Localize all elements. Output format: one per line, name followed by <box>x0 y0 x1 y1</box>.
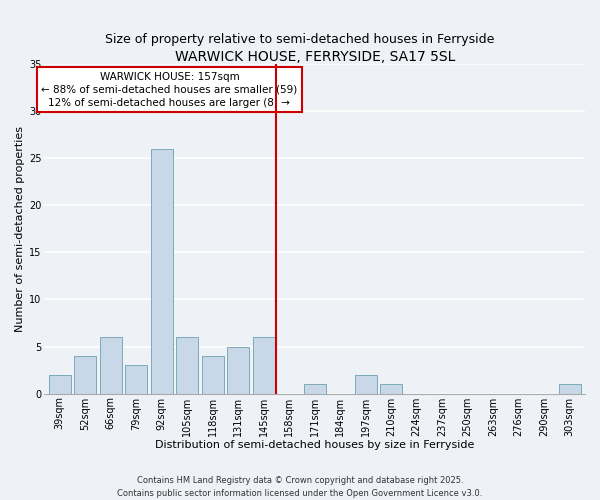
Text: Size of property relative to semi-detached houses in Ferryside: Size of property relative to semi-detach… <box>106 32 494 46</box>
Bar <box>49 375 71 394</box>
Bar <box>559 384 581 394</box>
Bar <box>74 356 96 394</box>
Bar <box>380 384 402 394</box>
Bar <box>304 384 326 394</box>
Bar <box>227 346 249 394</box>
Bar <box>100 337 122 394</box>
Text: WARWICK HOUSE: 157sqm
← 88% of semi-detached houses are smaller (59)
12% of semi: WARWICK HOUSE: 157sqm ← 88% of semi-deta… <box>41 72 298 108</box>
X-axis label: Distribution of semi-detached houses by size in Ferryside: Distribution of semi-detached houses by … <box>155 440 475 450</box>
Title: WARWICK HOUSE, FERRYSIDE, SA17 5SL: WARWICK HOUSE, FERRYSIDE, SA17 5SL <box>175 50 455 64</box>
Y-axis label: Number of semi-detached properties: Number of semi-detached properties <box>15 126 25 332</box>
Bar <box>202 356 224 394</box>
Bar <box>151 149 173 394</box>
Bar <box>125 366 147 394</box>
Bar <box>176 337 198 394</box>
Text: Contains HM Land Registry data © Crown copyright and database right 2025.
Contai: Contains HM Land Registry data © Crown c… <box>118 476 482 498</box>
Bar <box>355 375 377 394</box>
Bar <box>253 337 275 394</box>
